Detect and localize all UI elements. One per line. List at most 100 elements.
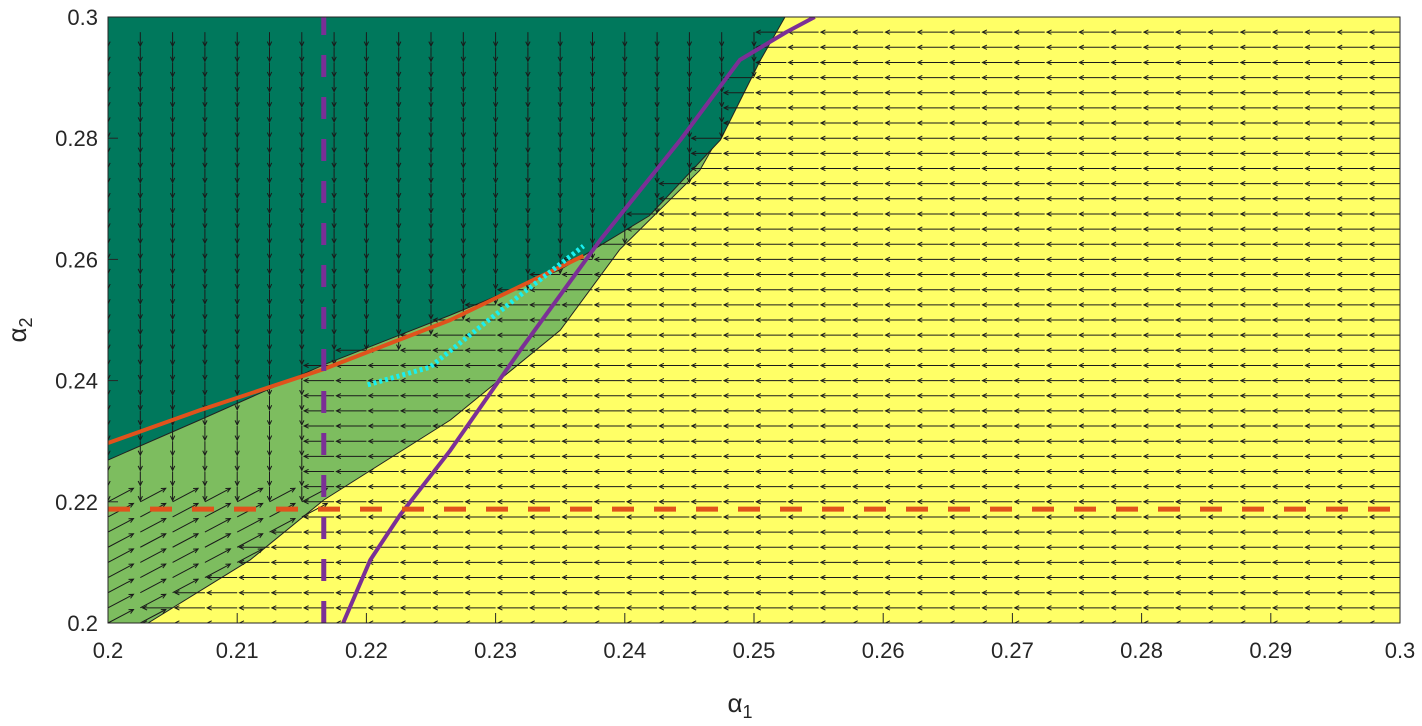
vector-arrow: [1271, 165, 1304, 172]
vector-arrow: [690, 514, 722, 520]
vector-arrow: [561, 393, 593, 399]
vector-arrow: [172, 578, 200, 594]
vector-arrow: [428, 289, 434, 305]
vector-arrow: [204, 548, 232, 563]
vector-arrow: [396, 259, 402, 275]
vector-arrow: [202, 274, 208, 290]
vector-arrow: [492, 198, 499, 214]
vector-arrow: [589, 229, 596, 245]
vector-arrow: [654, 123, 660, 139]
vector-arrow: [625, 347, 658, 353]
vector-arrow: [981, 165, 1013, 172]
vector-arrow: [1336, 347, 1368, 353]
vector-arrow: [1110, 59, 1142, 66]
vector-arrow: [299, 123, 305, 139]
vector-arrow: [852, 423, 884, 429]
vector-arrow: [690, 226, 722, 232]
vector-arrow: [363, 259, 370, 275]
vector-arrow: [1142, 241, 1174, 247]
vector-arrow: [787, 256, 819, 263]
vector-arrow: [1013, 408, 1045, 414]
vector-arrow: [399, 484, 431, 490]
vector-arrow: [169, 213, 176, 230]
vector-arrow: [396, 92, 402, 108]
vector-arrow: [593, 362, 625, 369]
vector-arrow: [492, 229, 499, 245]
vector-arrow: [1078, 211, 1110, 217]
vector-arrow: [1078, 468, 1110, 475]
vector-arrow: [948, 362, 981, 369]
vector-arrow: [658, 226, 690, 232]
vector-arrow: [399, 377, 431, 384]
vector-arrow: [658, 362, 690, 369]
curves: [108, 17, 1400, 623]
vector-arrow: [787, 620, 819, 623]
vector-arrow: [492, 168, 499, 184]
vector-arrow: [658, 211, 690, 217]
vector-arrow: [1336, 120, 1368, 126]
vector-arrow: [719, 92, 725, 108]
vector-arrow: [141, 620, 173, 623]
vector-arrow: [234, 32, 240, 48]
vector-arrow: [852, 574, 884, 581]
vector-arrow: [432, 620, 464, 623]
vector-arrow: [1078, 181, 1110, 187]
vector-arrow: [755, 90, 787, 96]
vector-arrow: [719, 62, 725, 78]
vector-arrow: [1175, 559, 1207, 566]
vector-arrow: [751, 62, 757, 78]
vector-arrow: [1078, 90, 1110, 96]
vector-arrow: [884, 423, 916, 429]
vector-arrow: [396, 77, 402, 93]
vector-arrow: [948, 317, 981, 323]
vector-arrow: [561, 484, 593, 490]
vector-arrow: [755, 59, 787, 66]
vector-arrow: [981, 256, 1013, 263]
vector-arrow: [1045, 574, 1077, 581]
vector-arrow: [529, 559, 561, 566]
vector-arrow: [1207, 574, 1239, 581]
vector-arrow: [399, 574, 431, 581]
vector-arrow: [492, 183, 499, 199]
vector-arrow: [1207, 241, 1239, 247]
vector-arrow: [658, 287, 690, 293]
vector-arrow: [1078, 226, 1110, 232]
vector-arrow: [1142, 165, 1174, 172]
vector-arrow: [1304, 135, 1336, 141]
vector-arrow: [140, 593, 167, 609]
vector-arrow: [367, 544, 399, 550]
vector-arrow: [1142, 271, 1174, 278]
vector-arrow: [658, 620, 690, 623]
vector-arrow: [266, 456, 273, 472]
vector-arrow: [722, 362, 754, 369]
vector-arrow: [787, 332, 819, 338]
vector-arrow: [301, 502, 329, 518]
vector-arrow: [948, 241, 981, 247]
vector-arrow: [755, 302, 787, 308]
vector-arrow: [593, 377, 625, 384]
vector-arrow: [819, 559, 851, 566]
vector-arrow: [496, 574, 528, 581]
vector-arrow: [335, 423, 367, 429]
vector-arrow: [460, 213, 466, 230]
vector-arrow: [1175, 196, 1207, 202]
vector-arrow: [755, 438, 787, 444]
vector-arrow: [173, 590, 205, 596]
vector-arrow: [916, 165, 948, 172]
vector-arrow: [1078, 605, 1110, 611]
vector-arrow: [916, 150, 948, 156]
vector-arrow: [108, 183, 111, 199]
vector-arrow: [625, 453, 658, 459]
vector-arrow: [529, 529, 561, 535]
vector-arrow: [1336, 211, 1368, 217]
vector-arrow: [722, 408, 754, 414]
vector-arrow: [202, 289, 208, 305]
vector-arrow: [1045, 605, 1077, 611]
vector-arrow: [137, 107, 143, 124]
vector-arrow: [1368, 120, 1400, 126]
vector-arrow: [1207, 105, 1239, 111]
vector-arrow: [1239, 423, 1271, 429]
vector-arrow: [948, 256, 981, 263]
vector-arrow: [819, 241, 851, 247]
vector-arrow: [363, 153, 370, 169]
